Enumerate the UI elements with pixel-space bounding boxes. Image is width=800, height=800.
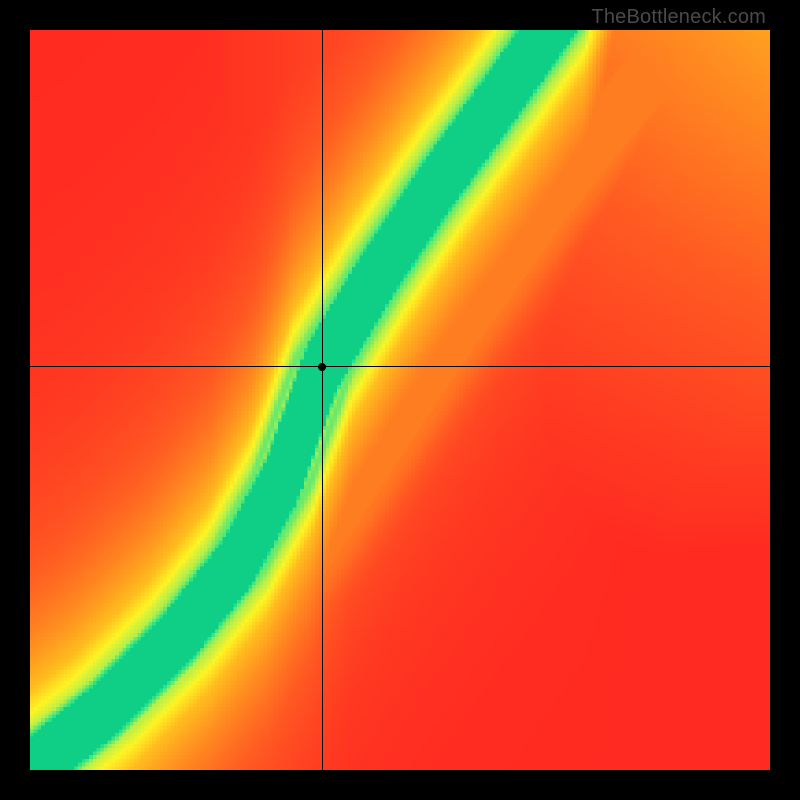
crosshair-horizontal: [30, 366, 770, 367]
crosshair-vertical: [322, 30, 323, 770]
watermark-text: TheBottleneck.com: [591, 6, 766, 29]
chart-container: { "watermark": { "text": "TheBottleneck.…: [0, 0, 800, 800]
bottleneck-heatmap: [30, 30, 770, 770]
crosshair-marker: [318, 363, 326, 371]
